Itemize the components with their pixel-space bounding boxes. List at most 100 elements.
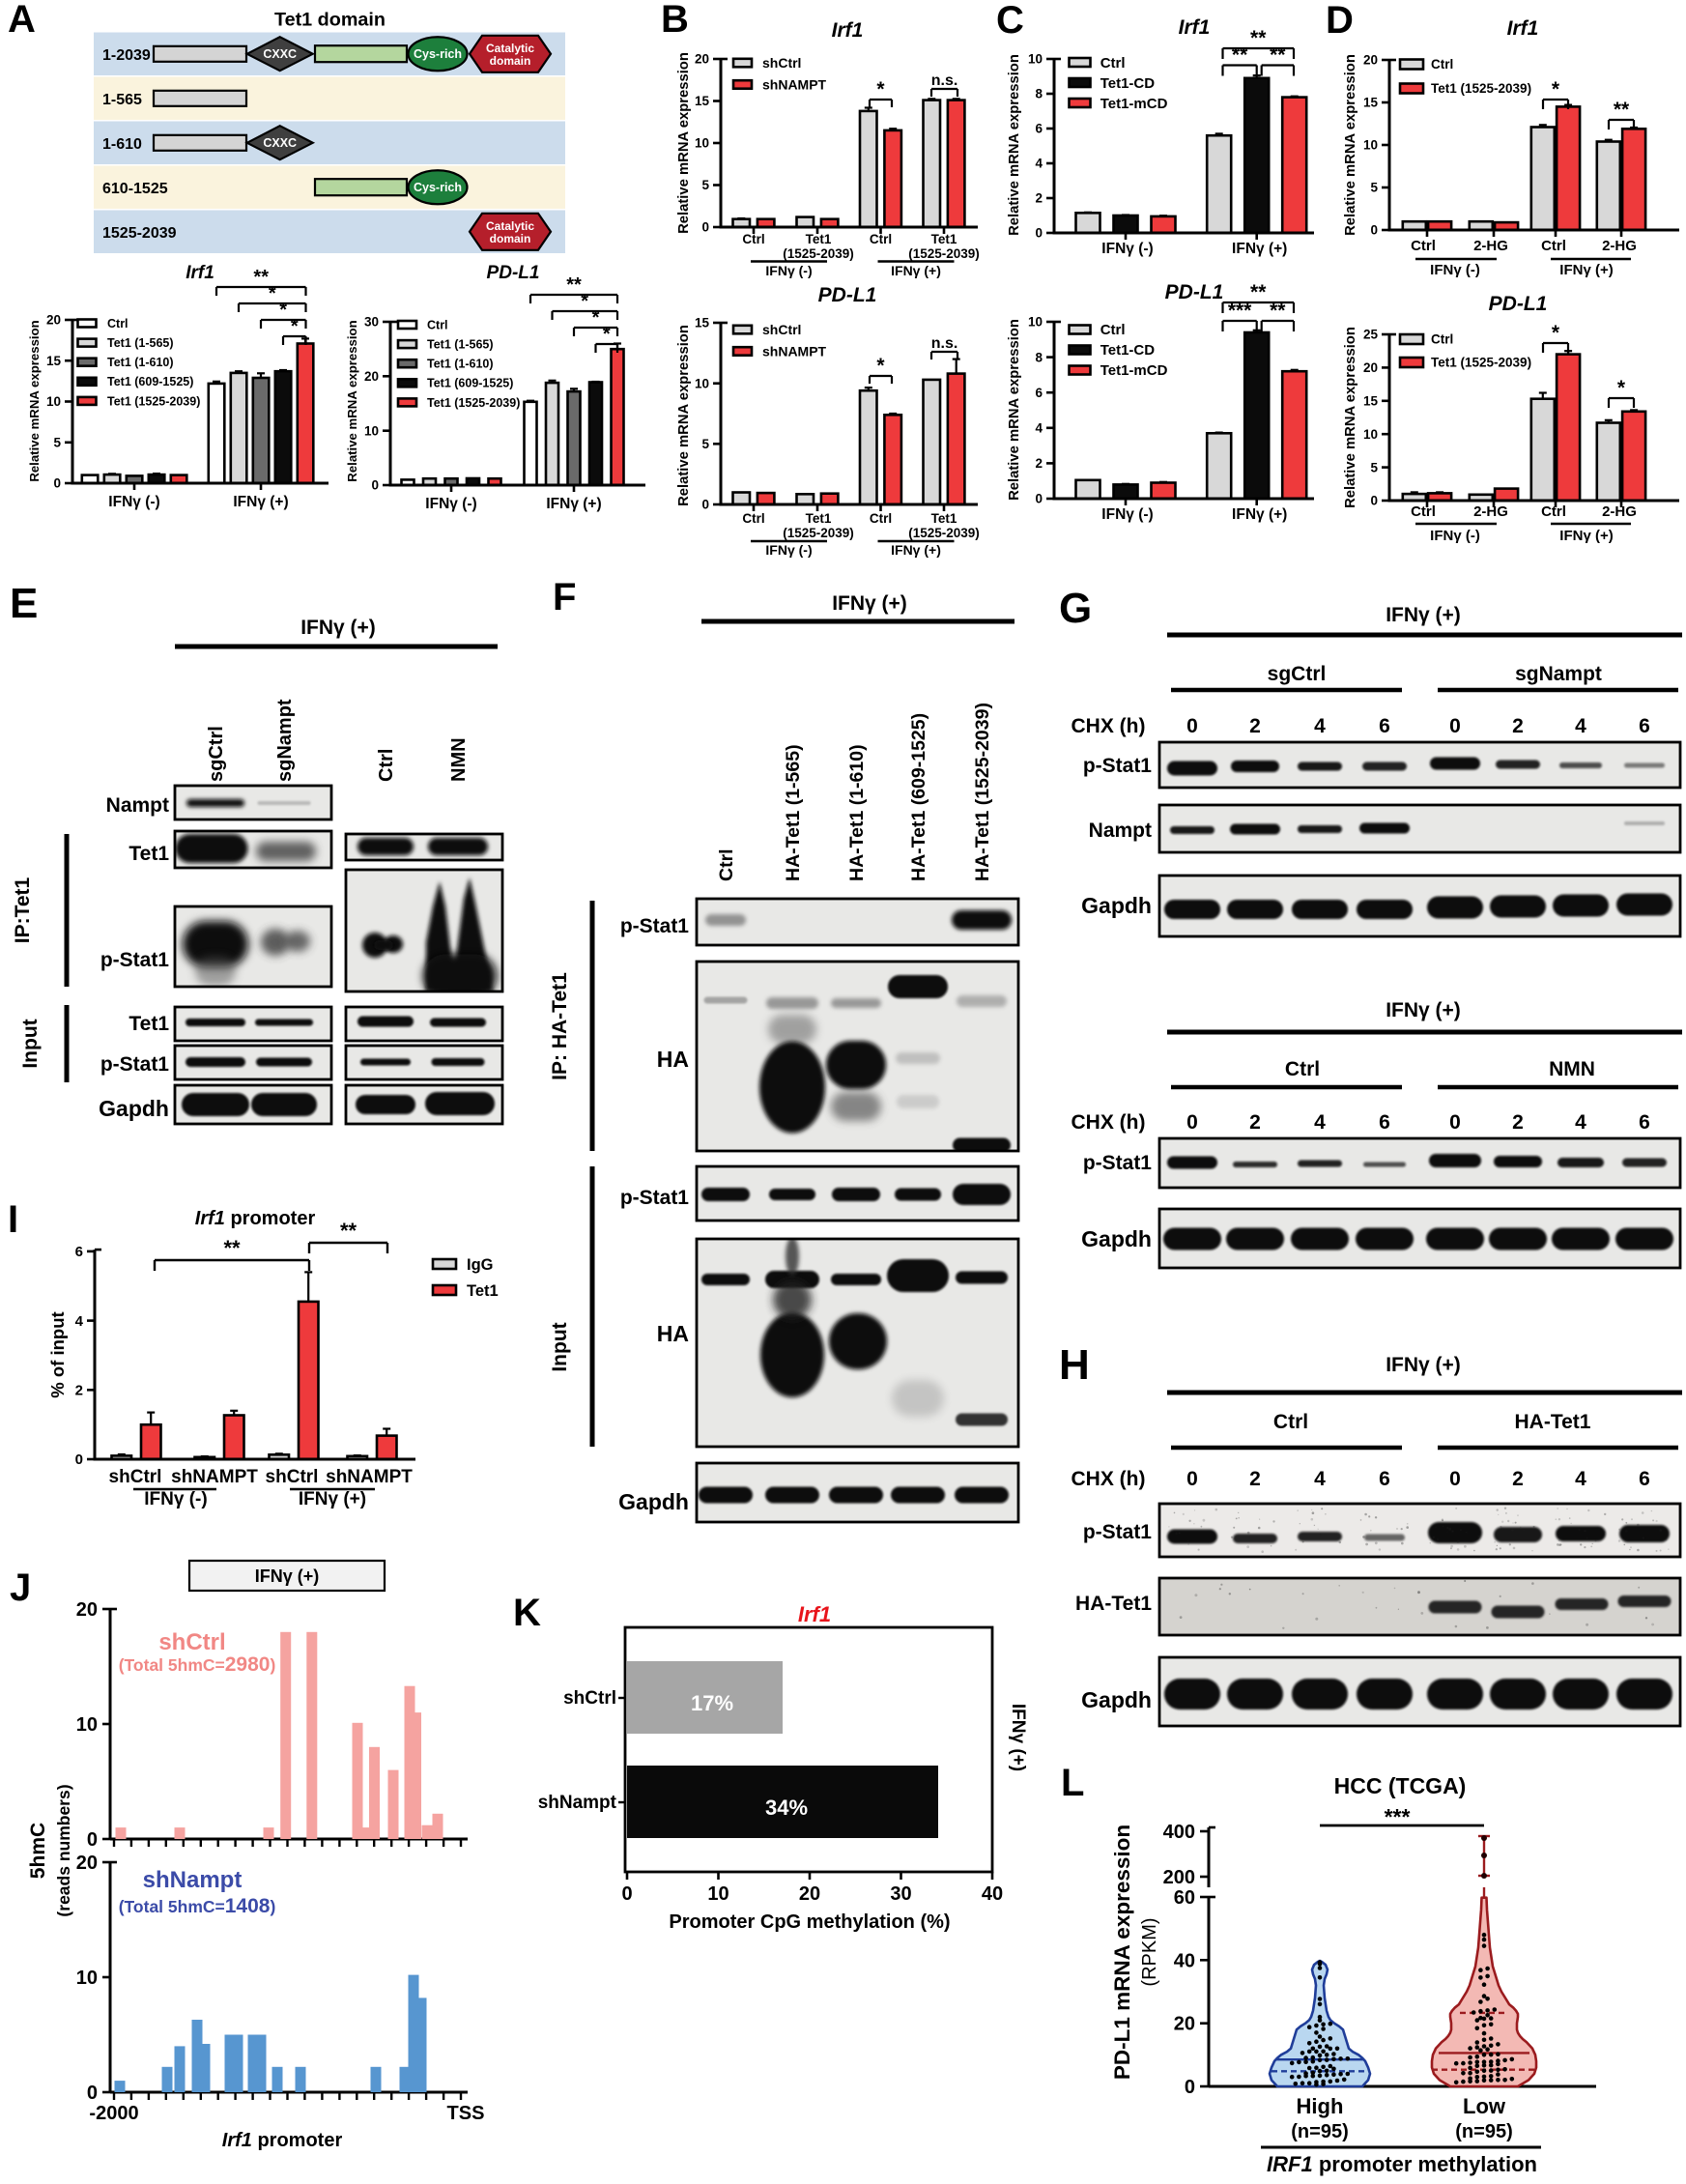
svg-text:Tet1: Tet1 (806, 232, 832, 246)
svg-text:Tet1 (1525-2039): Tet1 (1525-2039) (427, 396, 520, 410)
svg-text:2-HG: 2-HG (1602, 238, 1637, 254)
svg-text:20: 20 (1363, 360, 1378, 375)
svg-text:HA-Tet1 (609-1525): HA-Tet1 (609-1525) (908, 713, 929, 881)
svg-text:K: K (513, 1592, 541, 1634)
svg-text:Tet1 (1525-2039): Tet1 (1525-2039) (1431, 81, 1531, 96)
svg-text:IFNγ (+): IFNγ (+) (1559, 528, 1613, 544)
svg-text:Gapdh: Gapdh (1081, 1226, 1152, 1251)
svg-text:*: * (592, 307, 600, 329)
svg-text:Relative mRNA expression: Relative mRNA expression (1007, 319, 1022, 501)
svg-text:PD-L1: PD-L1 (1489, 293, 1548, 315)
svg-text:shCtrl: shCtrl (762, 55, 801, 71)
svg-text:IFNγ (+): IFNγ (+) (1232, 241, 1287, 257)
svg-text:0: 0 (1035, 226, 1043, 241)
svg-text:shNAMPT: shNAMPT (762, 343, 827, 359)
svg-text:10: 10 (76, 1968, 98, 1989)
svg-text:*: * (1552, 322, 1560, 344)
svg-text:Catalytic: Catalytic (486, 219, 534, 233)
svg-text:sgNampt: sgNampt (274, 699, 296, 782)
svg-text:200: 200 (1163, 1867, 1195, 1888)
svg-text:Relative mRNA expression: Relative mRNA expression (1343, 327, 1358, 508)
svg-text:30: 30 (364, 315, 379, 330)
svg-text:15: 15 (1363, 394, 1379, 409)
svg-text:(n=95): (n=95) (1291, 2121, 1348, 2142)
svg-text:15: 15 (695, 94, 710, 108)
svg-text:J: J (10, 1566, 31, 1609)
svg-text:IFNγ (-): IFNγ (-) (765, 542, 812, 558)
svg-text:HA-Tet1 (1-610): HA-Tet1 (1-610) (846, 744, 868, 881)
svg-text:NMN: NMN (448, 737, 470, 782)
svg-text:0: 0 (1370, 494, 1378, 508)
svg-text:PD-L1: PD-L1 (1165, 281, 1224, 303)
svg-text:HA-Tet1: HA-Tet1 (1075, 1593, 1152, 1615)
svg-text:Tet1: Tet1 (806, 511, 832, 526)
svg-text:**: ** (1250, 27, 1267, 49)
svg-text:10: 10 (1028, 315, 1043, 330)
svg-text:C: C (996, 0, 1024, 42)
svg-text:*: * (1552, 78, 1560, 101)
svg-text:Relative mRNA expression: Relative mRNA expression (676, 325, 692, 506)
svg-text:IFNγ (-): IFNγ (-) (1430, 262, 1480, 278)
svg-text:0: 0 (701, 220, 709, 235)
svg-text:15: 15 (1363, 96, 1379, 110)
svg-text:**: ** (1614, 99, 1630, 121)
svg-text:15: 15 (46, 354, 62, 368)
svg-text:Cys-rich: Cys-rich (414, 181, 462, 194)
svg-text:shCtrl: shCtrl (563, 1688, 616, 1709)
svg-text:0: 0 (1186, 1468, 1198, 1490)
svg-text:10: 10 (1363, 138, 1378, 153)
svg-text:IP: HA-Tet1: IP: HA-Tet1 (549, 972, 571, 1080)
svg-text:p-Stat1: p-Stat1 (1083, 1521, 1152, 1543)
svg-text:20: 20 (364, 369, 379, 384)
svg-text:Tet1-mCD: Tet1-mCD (1100, 96, 1168, 112)
svg-text:NMN: NMN (1549, 1058, 1595, 1080)
svg-text:(1525-2039): (1525-2039) (783, 526, 854, 540)
svg-text:Irf1: Irf1 (186, 263, 214, 283)
svg-text:Ctrl: Ctrl (427, 318, 448, 331)
svg-text:Ctrl: Ctrl (1541, 238, 1566, 254)
svg-text:Tet1 (1-610): Tet1 (1-610) (107, 356, 174, 369)
svg-text:0: 0 (1186, 715, 1198, 737)
svg-text:6: 6 (1379, 715, 1390, 737)
svg-text:Ctrl: Ctrl (716, 848, 737, 881)
svg-text:HA: HA (657, 1321, 689, 1346)
svg-text:I: I (8, 1198, 18, 1241)
svg-text:IFNγ (+): IFNγ (+) (255, 1566, 320, 1586)
svg-text:0: 0 (87, 2083, 98, 2104)
svg-text:**: ** (253, 267, 269, 288)
svg-text:Tet1: Tet1 (931, 232, 957, 246)
svg-text:Relative mRNA expression: Relative mRNA expression (1343, 54, 1358, 236)
svg-text:sgCtrl: sgCtrl (206, 726, 227, 782)
svg-text:CXXC: CXXC (263, 136, 297, 150)
svg-text:Ctrl: Ctrl (376, 749, 397, 782)
svg-text:B: B (661, 0, 689, 41)
svg-text:IFNγ (+): IFNγ (+) (300, 617, 376, 639)
svg-text:20: 20 (799, 1883, 820, 1905)
svg-text:0: 0 (1186, 1111, 1198, 1134)
svg-text:sgNampt: sgNampt (1515, 663, 1602, 685)
svg-text:**: ** (566, 274, 582, 296)
svg-text:(1525-2039): (1525-2039) (783, 246, 854, 261)
svg-text:4: 4 (75, 1313, 84, 1330)
svg-text:*: * (581, 291, 588, 312)
svg-text:IFNγ (+): IFNγ (+) (891, 263, 941, 278)
svg-text:CHX (h): CHX (h) (1072, 1111, 1146, 1134)
svg-text:1-610: 1-610 (102, 136, 142, 153)
svg-text:Input: Input (549, 1322, 571, 1371)
svg-text:2: 2 (1249, 1111, 1261, 1134)
svg-text:(Total 5hmC=1408): (Total 5hmC=1408) (119, 1895, 276, 1917)
svg-text:4: 4 (1035, 157, 1043, 171)
svg-text:20: 20 (46, 313, 61, 328)
svg-text:PD-L1: PD-L1 (487, 263, 540, 283)
svg-text:30: 30 (890, 1883, 911, 1905)
svg-text:Irf1 promoter: Irf1 promoter (222, 2130, 343, 2151)
svg-text:10: 10 (46, 394, 61, 409)
svg-text:(1525-2039): (1525-2039) (908, 246, 980, 261)
svg-text:10: 10 (364, 423, 379, 438)
svg-text:17%: 17% (691, 1691, 733, 1715)
svg-text:Ctrl: Ctrl (1100, 322, 1126, 338)
svg-text:IFNγ (-): IFNγ (-) (1430, 528, 1480, 544)
svg-text:Ctrl: Ctrl (1411, 503, 1436, 520)
svg-text:**: ** (1250, 281, 1267, 303)
svg-text:IFNγ (+): IFNγ (+) (891, 542, 941, 558)
